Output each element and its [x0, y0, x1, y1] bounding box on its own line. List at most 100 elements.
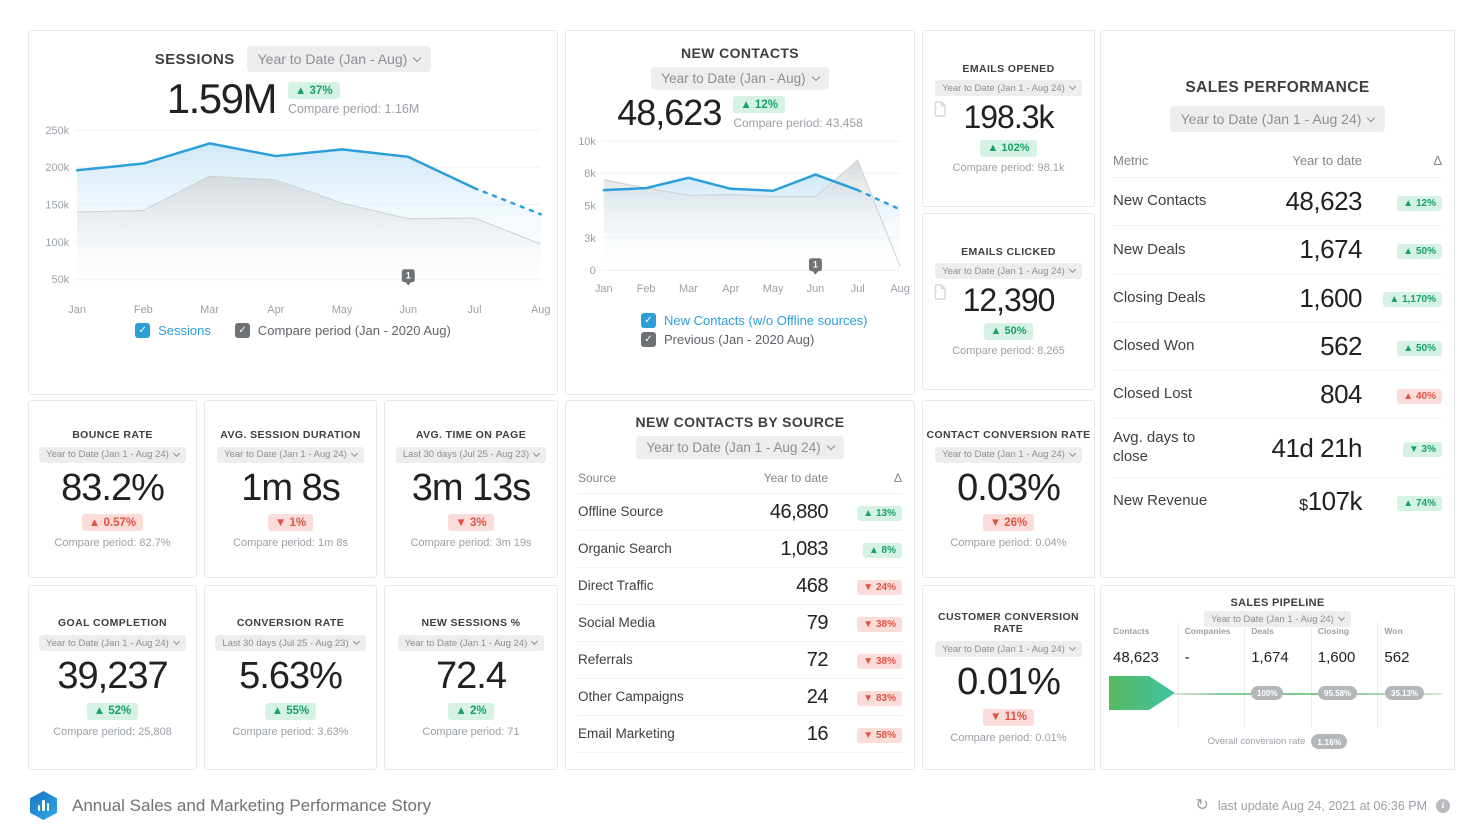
- svg-text:200k: 200k: [45, 162, 69, 174]
- compare-period: Compare period: 3.63%: [232, 725, 349, 738]
- conversion-rate-period-dropdown[interactable]: Last 30 days (Jul 25 - Aug 23): [215, 635, 366, 652]
- delta-badge: ▼ 38%: [857, 617, 902, 632]
- table-row: Referrals 72 ▼ 38%: [578, 642, 902, 679]
- table-row: Closed Lost 804 ▲ 40%: [1113, 371, 1442, 420]
- legend-label: Previous (Jan - 2020 Aug): [664, 332, 815, 347]
- stage-label: Companies: [1184, 626, 1231, 636]
- delta-badge: ▲ 74%: [1397, 495, 1442, 511]
- legend-checkbox-icon[interactable]: ✓: [135, 323, 151, 338]
- new-sessions-card: NEW SESSIONS % Year to Date (Jan 1 - Aug…: [384, 585, 558, 770]
- card-title: EMAILS CLICKED: [961, 246, 1056, 259]
- svg-text:5k: 5k: [584, 201, 596, 213]
- compare-period: Compare period: 0.04%: [950, 537, 1067, 550]
- delta-badge: ▲ 8%: [862, 543, 902, 558]
- svg-text:Apr: Apr: [267, 304, 284, 316]
- goal-completion-period-dropdown[interactable]: Year to Date (Jan 1 - Aug 24): [39, 635, 186, 652]
- svg-text:150k: 150k: [45, 200, 69, 212]
- refresh-icon[interactable]: ↻: [1195, 796, 1209, 814]
- sales-performance-table: Metric Year to date Δ New Contacts 48,623 ▲ 1…: [1101, 146, 1454, 525]
- card-value: 5.63%: [239, 655, 343, 698]
- period-label: Year to Date (Jan 1 - Aug 24): [942, 82, 1065, 94]
- delta-badge: ▼ 3%: [1402, 442, 1442, 458]
- stage-value: -: [1184, 649, 1190, 666]
- legend-item[interactable]: ✓ New Contacts (w/o Offline sources): [641, 313, 868, 328]
- svg-text:Mar: Mar: [679, 283, 698, 295]
- overall-conversion-label: Overall conversion rate: [1207, 736, 1306, 747]
- card-value: 83.2%: [61, 466, 165, 509]
- compare-period: Compare period: 8,265: [952, 344, 1065, 357]
- card-value: 72.4: [436, 655, 507, 698]
- card-value: 39,237: [57, 655, 168, 698]
- svg-text:May: May: [332, 304, 353, 316]
- stage-value: 562: [1384, 649, 1410, 666]
- table-row: Email Marketing 16 ▼ 58%: [578, 716, 902, 753]
- new-contacts-by-source-panel: NEW CONTACTS BY SOURCE Year to Date (Jan…: [565, 400, 915, 770]
- pipeline-stage-closing: Closing 1,600: [1310, 622, 1378, 728]
- card-value: 0.01%: [957, 661, 1061, 704]
- compare-period: Compare period: 25,808: [53, 725, 172, 738]
- table-header: Metric Year to date Δ: [1113, 146, 1442, 178]
- legend-item[interactable]: ✓ Previous (Jan - 2020 Aug): [641, 332, 814, 347]
- pipeline-period-dropdown[interactable]: Year to Date (Jan 1 - Aug 24): [1204, 611, 1351, 627]
- period-label: Year to Date (Jan 1 - Aug 24): [942, 265, 1065, 277]
- customer-conversion-period-dropdown[interactable]: Year to Date (Jan 1 - Aug 24): [935, 641, 1082, 658]
- delta-badge: ▼ 83%: [857, 691, 902, 706]
- svg-text:250k: 250k: [45, 125, 69, 137]
- new-contacts-chart: 10k 8k 5k 3k 0 Jan Feb Mar Apr May Jun Jul Aug 1: [578, 136, 910, 295]
- compare-period: Compare period: 1m 8s: [233, 537, 348, 550]
- bounce-rate-period-dropdown[interactable]: Year to Date (Jan 1 - Aug 24): [39, 446, 186, 463]
- new-contacts-compare: Compare period: 43,458: [733, 116, 863, 130]
- dashboard-title: Annual Sales and Marketing Performance S…: [72, 795, 432, 815]
- new-contacts-period-dropdown[interactable]: Year to Date (Jan - Aug): [651, 67, 829, 90]
- chevron-down-icon: [352, 638, 360, 646]
- card-title: BOUNCE RATE: [72, 428, 153, 441]
- legend-checkbox-icon[interactable]: ✓: [641, 332, 656, 347]
- sessions-delta-badge: ▲ 37%: [287, 82, 340, 99]
- card-value: 0.03%: [957, 466, 1061, 509]
- svg-text:Jul: Jul: [851, 283, 865, 295]
- chevron-down-icon: [1337, 613, 1345, 622]
- sales-performance-period-dropdown[interactable]: Year to Date (Jan 1 - Aug 24): [1169, 106, 1386, 132]
- chevron-down-icon: [413, 53, 422, 62]
- delta-badge: ▲ 2%: [448, 702, 494, 720]
- emails-opened-period-dropdown[interactable]: Year to Date (Jan 1 - Aug 24): [935, 80, 1082, 97]
- document-icon: [934, 284, 947, 305]
- delta-badge: ▲ 40%: [1397, 388, 1442, 404]
- legend-checkbox-icon[interactable]: ✓: [641, 313, 656, 328]
- emails-clicked-card: EMAILS CLICKED Year to Date (Jan 1 - Aug…: [922, 213, 1095, 390]
- goal-completion-card: GOAL COMPLETION Year to Date (Jan 1 - Au…: [28, 585, 197, 770]
- svg-text:Feb: Feb: [637, 283, 656, 295]
- new-contacts-title: NEW CONTACTS: [680, 45, 800, 61]
- emails-clicked-period-dropdown[interactable]: Year to Date (Jan 1 - Aug 24): [935, 263, 1082, 280]
- sessions-period-dropdown[interactable]: Year to Date (Jan - Aug): [246, 46, 432, 72]
- new-sessions-period-dropdown[interactable]: Year to Date (Jan 1 - Aug 24): [397, 635, 545, 652]
- avg-session-duration-period-dropdown[interactable]: Year to Date (Jan 1 - Aug 24): [217, 446, 364, 463]
- legend-checkbox-icon[interactable]: ✓: [234, 323, 250, 338]
- new-contacts-legend: ✓ New Contacts (w/o Offline sources) ✓ Prev…: [566, 313, 914, 347]
- sources-period-dropdown[interactable]: Year to Date (Jan 1 - Aug 24): [636, 436, 844, 459]
- compare-period: Compare period: 3m 19s: [410, 537, 532, 550]
- delta-badge: ▲ 50%: [983, 322, 1034, 340]
- delta-badge: ▼ 24%: [857, 580, 902, 595]
- svg-text:Feb: Feb: [134, 304, 153, 316]
- card-title: AVG. SESSION DURATION: [220, 428, 361, 441]
- table-row: Organic Search 1,083 ▲ 8%: [578, 531, 902, 568]
- svg-text:May: May: [763, 283, 784, 295]
- sales-pipeline-panel: SALES PIPELINE Year to Date (Jan 1 - Aug…: [1100, 585, 1455, 770]
- sessions-compare: Compare period: 1.16M: [287, 102, 420, 116]
- legend-item[interactable]: ✓ Compare period (Jan - 2020 Aug): [234, 323, 451, 338]
- contact-conversion-rate-card: CONTACT CONVERSION RATE Year to Date (Ja…: [922, 400, 1095, 578]
- period-label: Last 30 days (Jul 25 - Aug 23): [402, 449, 530, 461]
- period-label: Year to Date (Jan 1 - Aug 24): [646, 440, 821, 455]
- period-label: Year to Date (Jan 1 - Aug 24): [224, 449, 347, 461]
- avg-time-on-page-period-dropdown[interactable]: Last 30 days (Jul 25 - Aug 23): [395, 446, 547, 463]
- contact-conversion-period-dropdown[interactable]: Year to Date (Jan 1 - Aug 24): [935, 446, 1082, 463]
- card-title: GOAL COMPLETION: [57, 617, 168, 630]
- legend-item[interactable]: ✓ Sessions: [135, 323, 211, 338]
- delta-badge: ▼ 11%: [983, 708, 1034, 726]
- delta-badge: ▲ 50%: [1397, 243, 1442, 259]
- svg-text:Apr: Apr: [722, 283, 739, 295]
- info-icon[interactable]: i: [1436, 798, 1450, 813]
- new-contacts-value: 48,623: [617, 92, 722, 133]
- overall-conversion-badge: 1.16%: [1311, 734, 1348, 749]
